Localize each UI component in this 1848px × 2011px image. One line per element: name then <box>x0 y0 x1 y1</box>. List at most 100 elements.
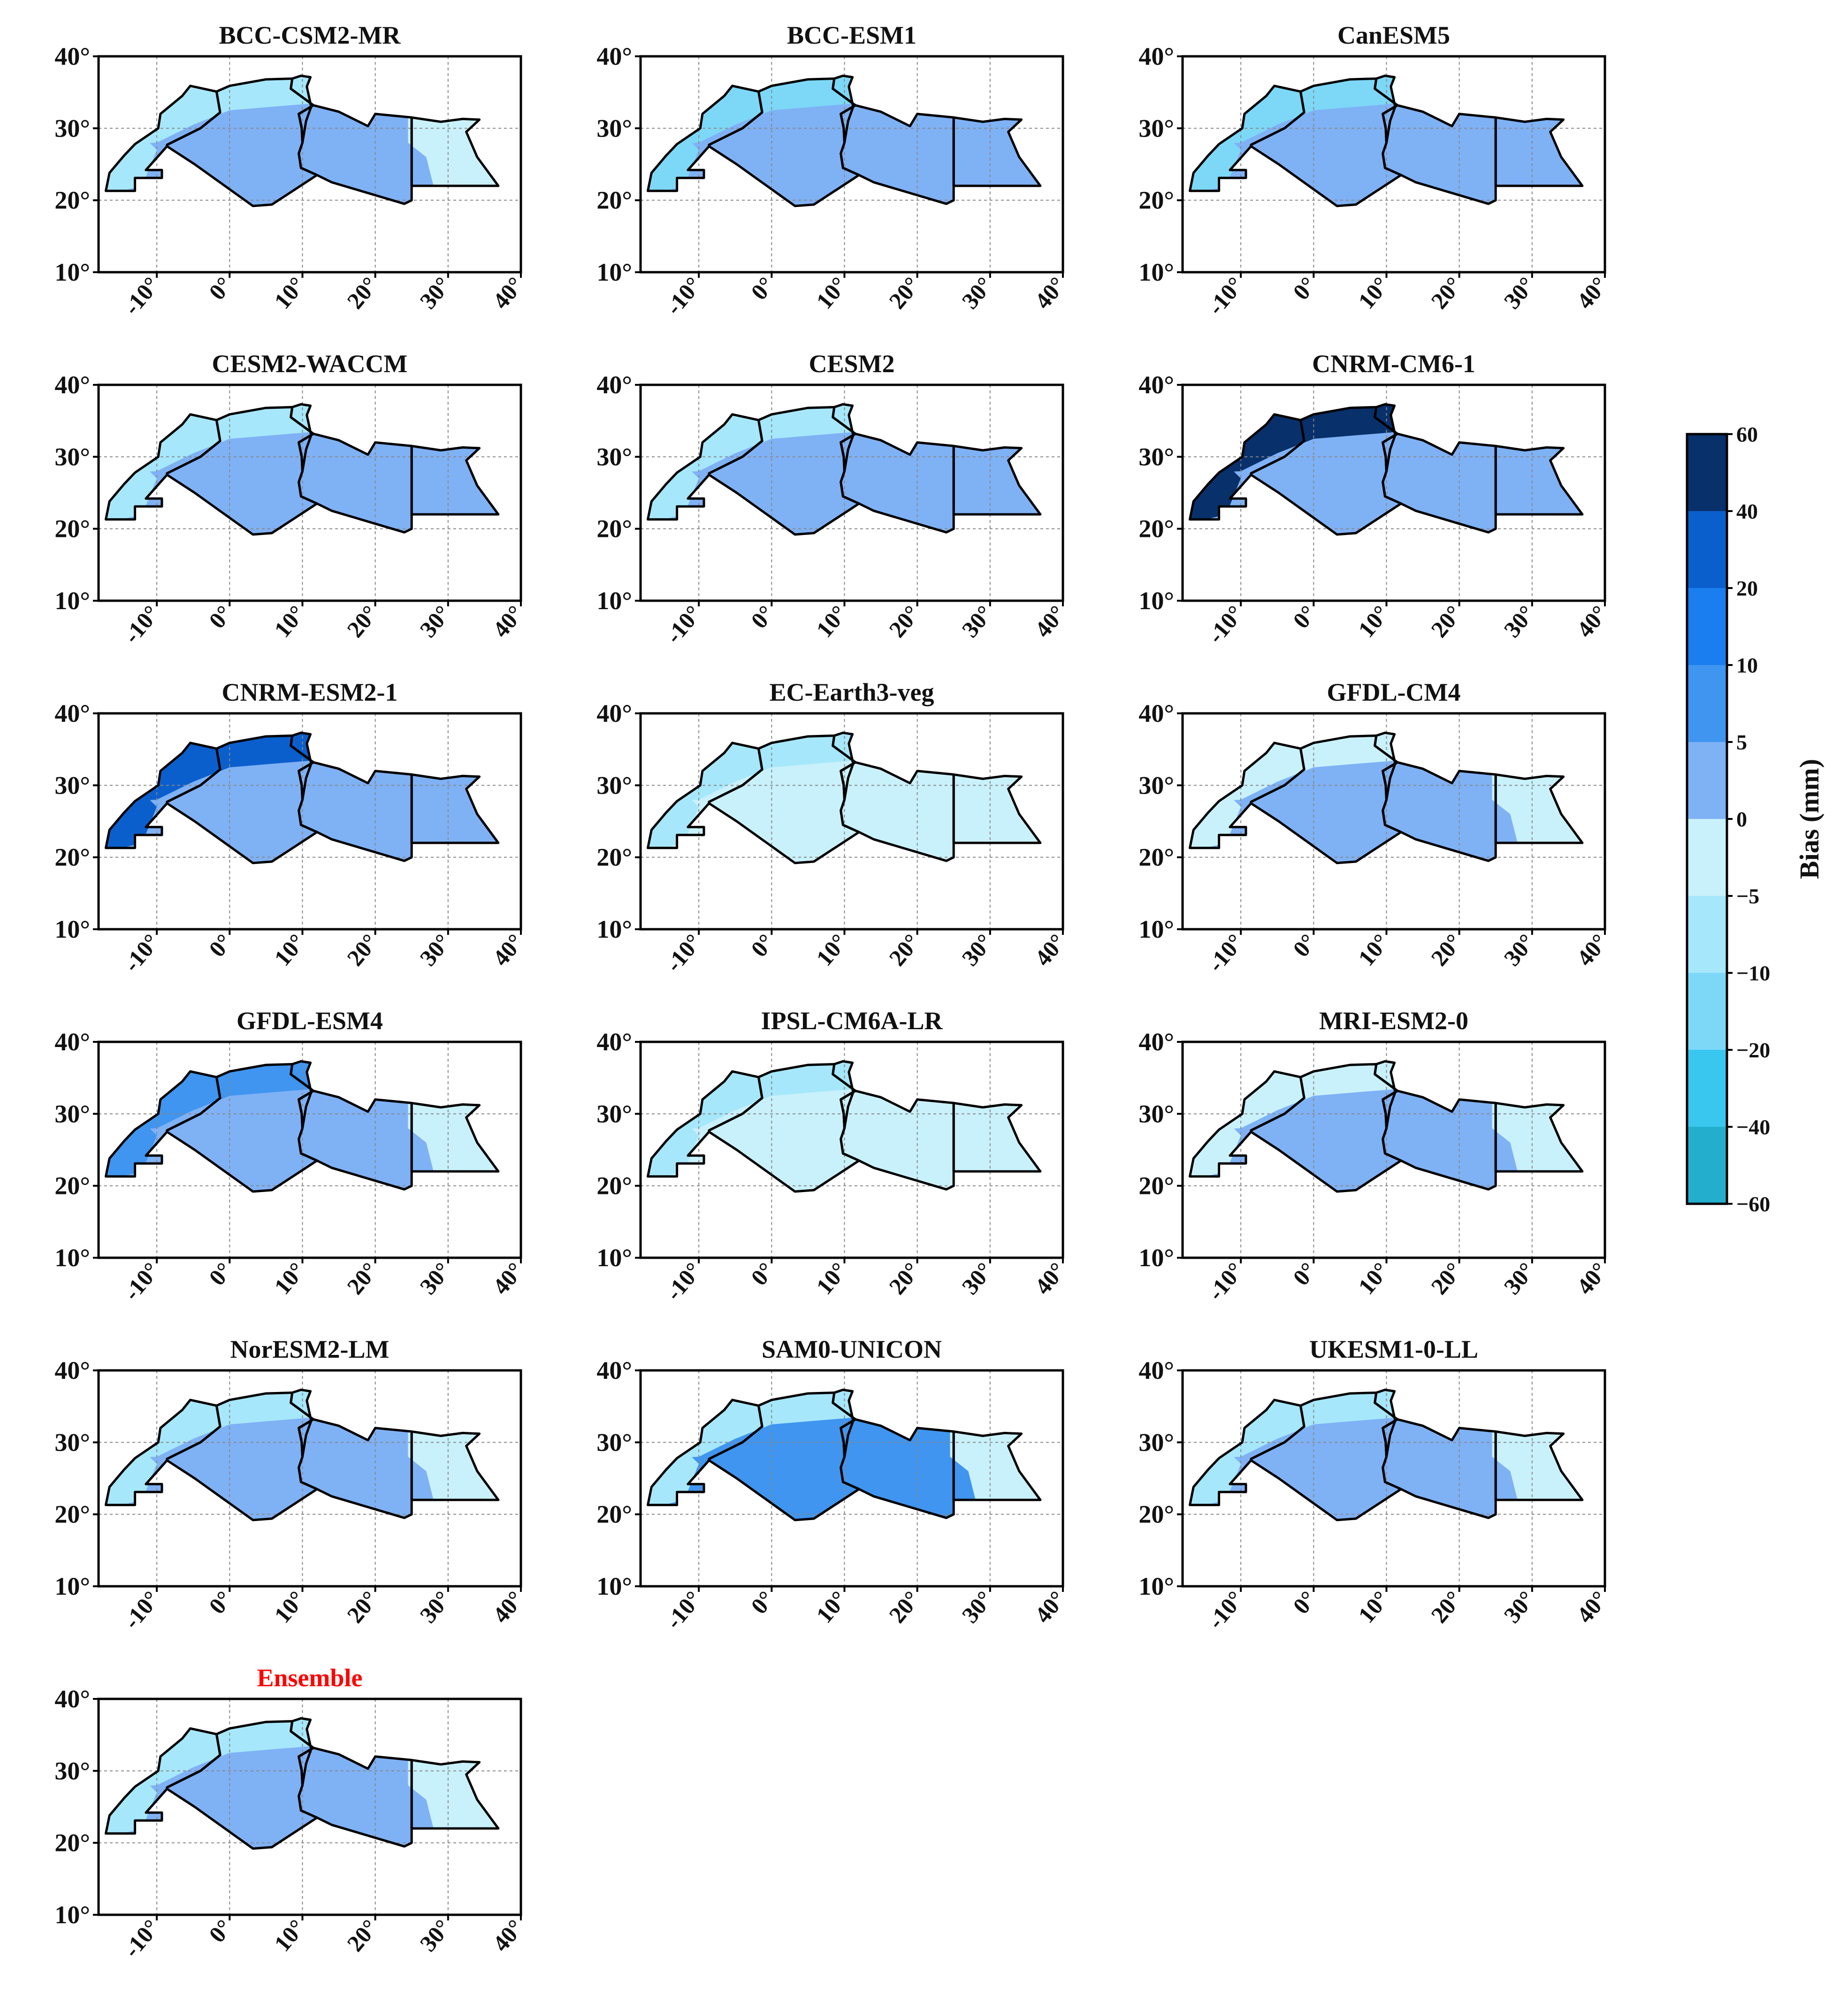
x-tick-label: 10° <box>811 600 852 642</box>
x-tick-label: 20° <box>342 600 383 642</box>
plot-frame <box>97 1369 522 1588</box>
country-border <box>840 432 955 534</box>
x-tick-label: 30° <box>956 1257 998 1300</box>
x-tick-label: 10° <box>811 1257 852 1300</box>
colorbar-segment <box>1687 588 1727 665</box>
colorbar-segment <box>1687 1050 1727 1127</box>
x-tick-label: -10° <box>118 600 165 648</box>
x-tick-label: 30° <box>1498 600 1540 642</box>
country-border <box>1494 444 1584 516</box>
panel-title: GFDL-ESM4 <box>236 1007 383 1035</box>
y-tick-label: 10° <box>1138 258 1174 286</box>
y-tick-label: 20° <box>1138 1172 1174 1200</box>
colorbar-label: 5 <box>1736 730 1747 754</box>
y-tick-label: 40° <box>54 699 90 727</box>
y-tick-label: 30° <box>1138 443 1174 471</box>
plot-frame <box>1181 55 1606 274</box>
x-tick-label: 0° <box>746 929 779 962</box>
x-tick-label: 10° <box>269 1914 310 1957</box>
y-tick-label: 30° <box>54 443 90 471</box>
colorbar-segment <box>1687 665 1727 742</box>
y-tick-label: 20° <box>596 515 632 543</box>
x-tick-label: 20° <box>1426 929 1467 971</box>
y-tick-label: 40° <box>54 1685 90 1713</box>
x-tick-label: 40° <box>488 929 529 971</box>
x-tick-label: 40° <box>488 1586 529 1628</box>
y-tick-label: 20° <box>1138 843 1174 872</box>
x-tick-label: 0° <box>746 272 779 305</box>
colorbar-title: Bias (mm) <box>1794 759 1825 879</box>
country-border <box>952 444 1042 516</box>
x-tick-label: 30° <box>414 272 456 314</box>
x-tick-label: 0° <box>1288 272 1321 305</box>
country-border <box>298 1746 413 1848</box>
x-tick-label: 30° <box>414 1914 456 1957</box>
x-tick-label: 40° <box>1572 929 1613 971</box>
x-tick-label: -10° <box>660 272 707 320</box>
map-plot: 40° 30° 20° 10° -10° 0° 10° 20° 30° 40° <box>54 371 528 648</box>
y-tick-label: 10° <box>1138 1244 1174 1272</box>
y-tick-label: 20° <box>596 843 632 872</box>
colorbar-segment <box>1687 742 1727 819</box>
x-tick-label: 10° <box>269 600 310 642</box>
x-tick-label: -10° <box>118 1586 165 1634</box>
y-tick-label: 10° <box>596 915 632 943</box>
map-panel: BCC-CSM2-MR 40° 30° 20° 10° -10° 0° 10° 20° 30° 4… <box>23 19 540 338</box>
colorbar-label: −60 <box>1736 1192 1770 1216</box>
country-border <box>298 761 413 862</box>
map-panel: EC-Earth3-veg 40° 30° 20° 10° -10° 0° 10° 20° 30… <box>565 676 1082 995</box>
x-tick-label: 0° <box>746 1586 779 1619</box>
x-tick-label: 20° <box>1426 1257 1467 1300</box>
colorbar-segment <box>1687 896 1727 973</box>
y-tick-label: 10° <box>596 258 632 286</box>
x-tick-label: 0° <box>204 1586 237 1619</box>
x-tick-label: 10° <box>1353 929 1394 971</box>
map-plot: 40° 30° 20° 10° -10° 0° 10° 20° 30° 40° <box>596 42 1070 320</box>
x-tick-label: 40° <box>1572 600 1613 642</box>
x-tick-label: 10° <box>811 272 852 314</box>
y-tick-label: 20° <box>596 1500 632 1529</box>
map-panel: NorESM2-LM 40° 30° 20° 10° -10° 0° 10° 20° 30° 40… <box>23 1333 540 1652</box>
plot-frame <box>1181 1040 1606 1259</box>
x-tick-label: -10° <box>1202 929 1249 977</box>
x-tick-label: 10° <box>1353 1586 1394 1628</box>
country-border <box>840 761 955 862</box>
country-border <box>298 1418 413 1519</box>
x-tick-label: 40° <box>1030 1257 1071 1300</box>
y-tick-label: 40° <box>1138 1028 1174 1056</box>
x-tick-label: 20° <box>1426 600 1467 642</box>
x-tick-label: 10° <box>1353 600 1394 642</box>
x-tick-label: 40° <box>488 1914 529 1957</box>
x-tick-label: -10° <box>118 1914 165 1962</box>
country-border <box>410 116 500 187</box>
y-tick-label: 30° <box>1138 114 1174 142</box>
country-border <box>410 1101 500 1173</box>
x-tick-label: 20° <box>884 1257 925 1300</box>
country-border <box>840 104 955 205</box>
x-tick-label: 20° <box>342 272 383 314</box>
y-tick-label: 10° <box>1138 915 1174 943</box>
country-border <box>1382 761 1497 862</box>
map-panel: GFDL-ESM4 40° 30° 20° 10° -10° 0° 10° 20° 30° 40° <box>23 1004 540 1323</box>
y-tick-label: 10° <box>54 915 90 943</box>
x-tick-label: 30° <box>414 600 456 642</box>
plot-frame <box>639 712 1064 931</box>
panel-title: UKESM1-0-LL <box>1309 1335 1479 1363</box>
country-border <box>1494 116 1584 187</box>
y-tick-label: 10° <box>54 258 90 286</box>
y-tick-label: 40° <box>1138 371 1174 399</box>
y-tick-label: 20° <box>54 843 90 872</box>
country-border <box>410 1759 500 1830</box>
x-tick-label: 20° <box>342 929 383 971</box>
country-border <box>298 104 413 205</box>
country-border <box>298 432 413 534</box>
plot-frame <box>1181 1369 1606 1588</box>
plot-frame <box>1181 712 1606 931</box>
country-border <box>952 116 1042 187</box>
y-tick-label: 20° <box>54 1172 90 1200</box>
plot-frame <box>639 1369 1064 1588</box>
x-tick-label: 40° <box>488 1257 529 1300</box>
plot-frame <box>639 383 1064 602</box>
country-border <box>1382 1418 1497 1519</box>
